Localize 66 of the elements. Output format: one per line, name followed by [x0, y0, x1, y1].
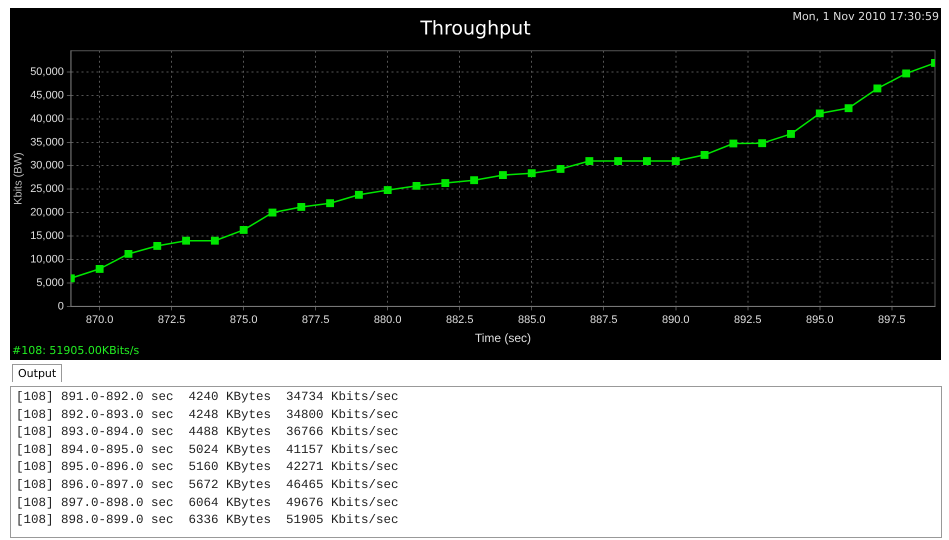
y-tick-label: 35,000	[30, 136, 64, 148]
text: [108] 895.0-896.0 sec 5160 KBytes 42271 Kbits/sec	[16, 460, 399, 474]
x-tick-label: 872.5	[158, 314, 186, 326]
y-tick-label: 10,000	[30, 254, 64, 266]
point	[729, 140, 738, 148]
x-tick-label: 882.5	[446, 314, 474, 326]
chart-title: Throughput	[419, 17, 531, 40]
point	[614, 157, 622, 165]
y-tick-label: 50,000	[30, 66, 64, 78]
text: Output	[12, 364, 62, 382]
text: [108] 898.0-899.0 sec 6336 KBytes 51905 Kbits/sec	[16, 513, 399, 528]
point	[96, 264, 104, 273]
point	[412, 182, 420, 190]
y-tick-label: 15,000	[30, 230, 64, 242]
x-tick-label: 897.5	[878, 314, 906, 326]
text: #108: 51905.00KBits/s	[12, 344, 140, 357]
text: [108] 892.0-893.0 sec 4248 KBytes 34800 Kbits/sec	[16, 408, 399, 422]
x-tick-label: 887.5	[590, 314, 618, 326]
x-tick-label: 892.5	[734, 314, 762, 326]
point	[182, 236, 190, 245]
point	[354, 190, 363, 199]
y-tick-label: 30,000	[30, 160, 64, 172]
text: [108] 896.0-897.0 sec 5672 KBytes 46465 Kbits/sec	[16, 478, 399, 492]
point	[643, 157, 651, 165]
point	[758, 139, 766, 148]
x-tick-label: 877.5	[302, 314, 330, 326]
point	[816, 109, 824, 118]
point	[672, 157, 680, 165]
x-axis-title: Time (sec)	[474, 331, 532, 346]
point	[700, 150, 708, 159]
point	[153, 242, 162, 250]
y-tick-label: 5,000	[36, 276, 64, 289]
y-tick-label: 40,000	[30, 112, 64, 125]
point	[124, 250, 132, 258]
x-tick-label: 895.0	[806, 314, 834, 326]
y-tick-label: 20,000	[30, 206, 64, 219]
text: [108] 897.0-898.0 sec 6064 KBytes 49676 Kbits/sec	[16, 496, 399, 510]
point	[441, 179, 450, 187]
point	[528, 169, 536, 178]
point	[210, 236, 219, 245]
y-axis-title: Kbits (BW)	[12, 152, 25, 205]
point	[268, 208, 276, 217]
x-tick-label: 880.0	[374, 314, 402, 326]
text: [108] 891.0-892.0 sec 4240 KBytes 34734 Kbits/sec	[16, 390, 399, 404]
point	[844, 104, 853, 112]
text: [108] 893.0-894.0 sec 4488 KBytes 36766 Kbits/sec	[16, 425, 399, 440]
text: [108] 894.0-895.0 sec 5024 KBytes 41157 Kbits/sec	[16, 442, 399, 457]
point	[384, 186, 392, 194]
point	[556, 165, 564, 173]
point	[585, 157, 594, 165]
x-tick-label: 890.0	[662, 314, 690, 326]
point	[240, 226, 248, 234]
point	[326, 199, 334, 208]
x-tick-label: 870.0	[86, 314, 114, 326]
y-tick-label: 45,000	[30, 89, 64, 102]
y-tick-label: 0	[58, 300, 64, 312]
point	[297, 203, 306, 211]
point	[873, 84, 882, 92]
point	[498, 171, 507, 180]
text: Mon, 1 Nov 2010 17:30:59	[792, 10, 939, 23]
point	[902, 69, 910, 78]
x-tick-label: 875.0	[230, 314, 258, 326]
x-tick-label: 885.0	[518, 314, 546, 326]
y-tick-label: 25,000	[30, 183, 64, 196]
point	[787, 130, 795, 138]
point	[470, 176, 478, 184]
